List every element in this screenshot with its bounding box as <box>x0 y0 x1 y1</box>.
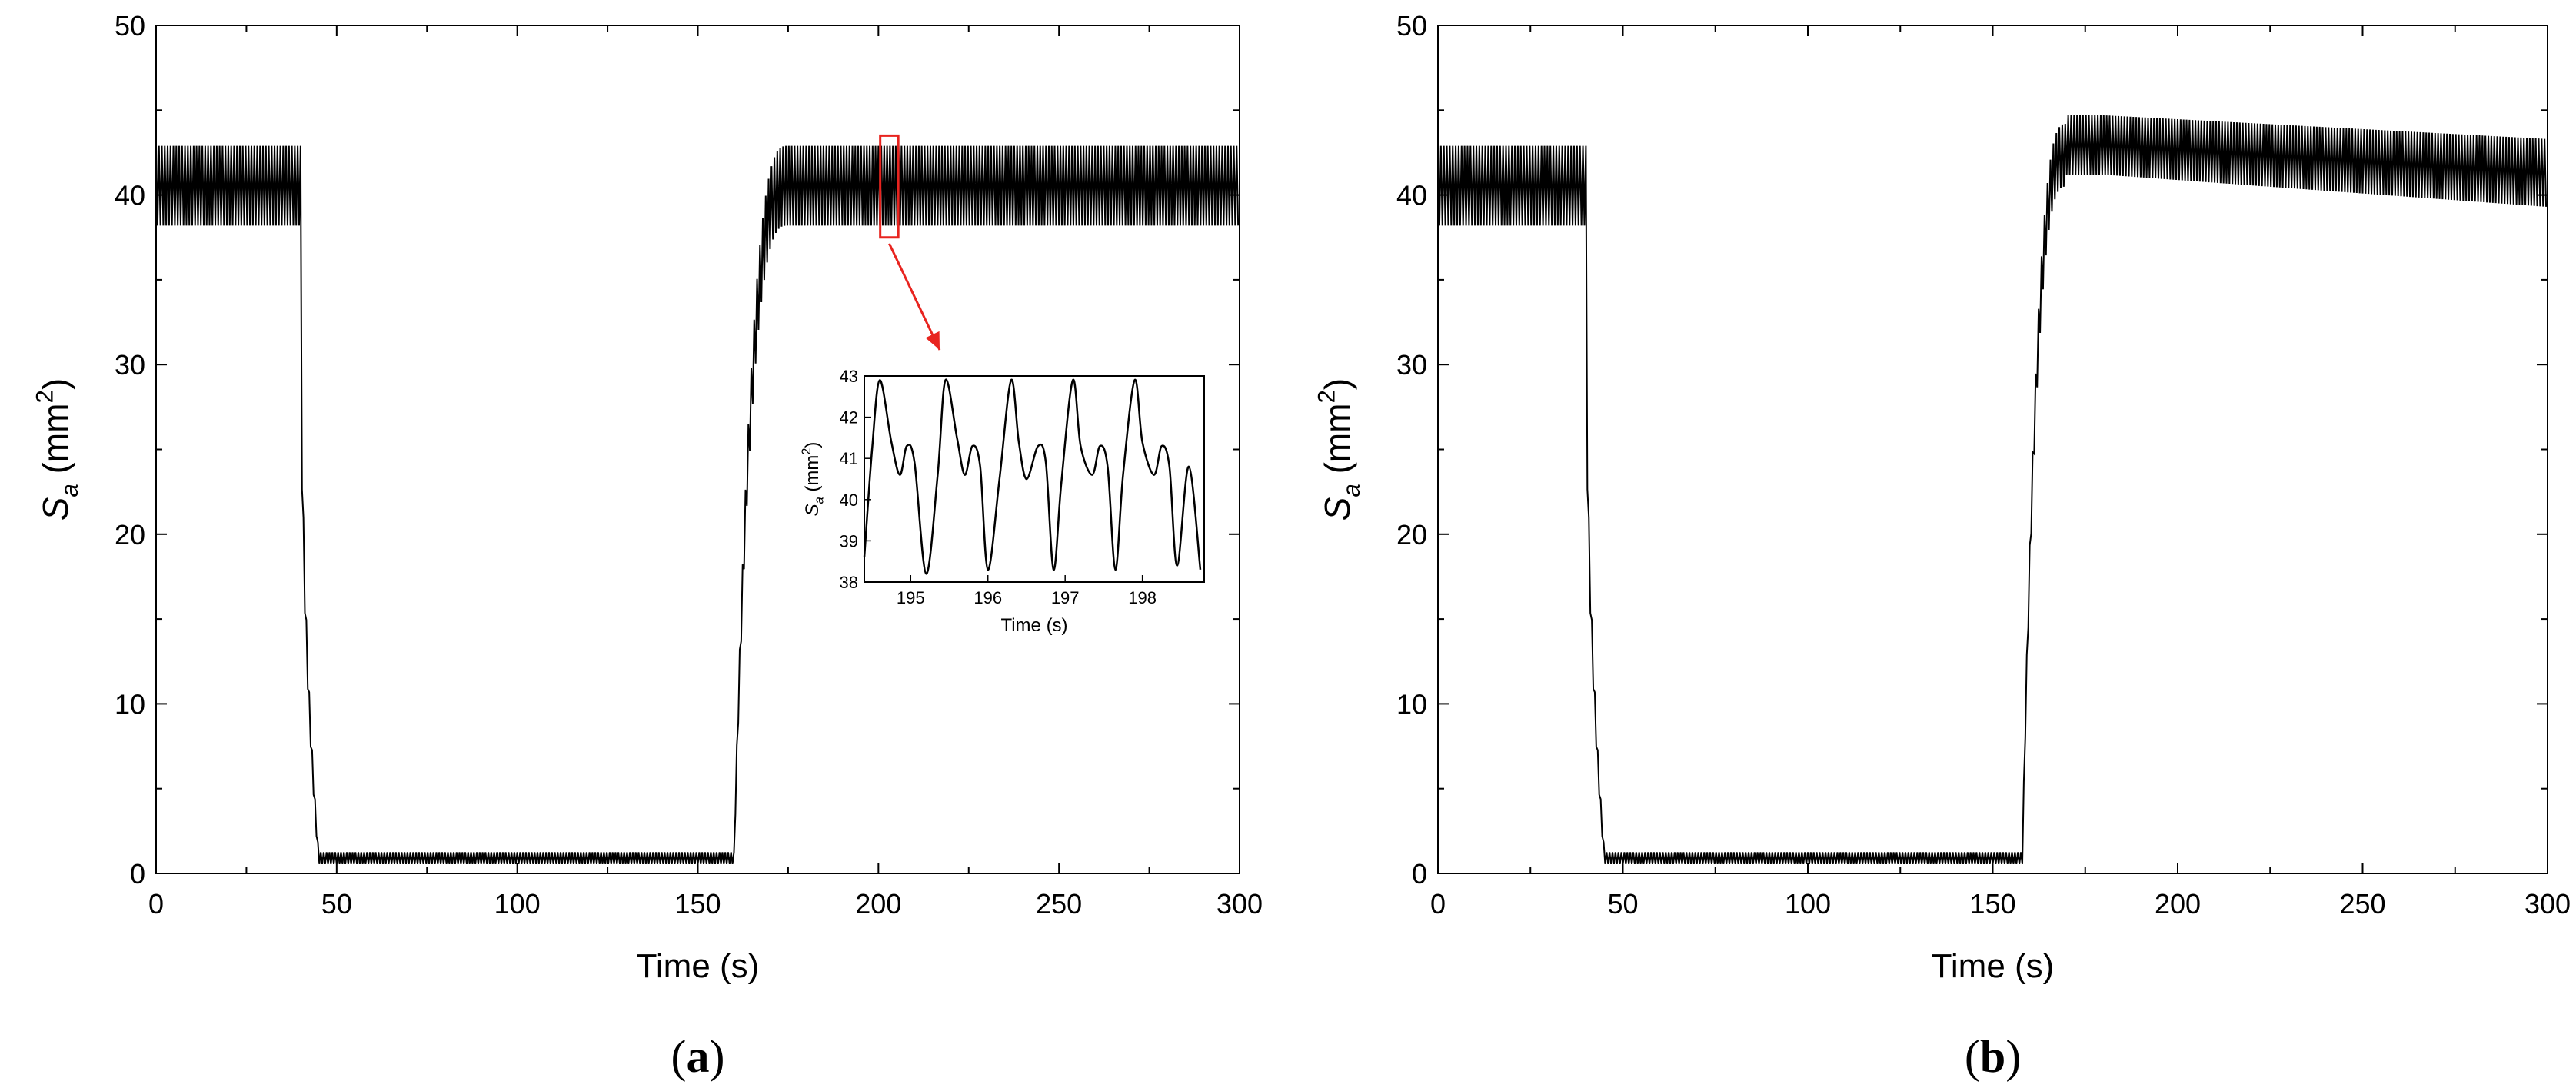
inset-series-line <box>863 378 1202 575</box>
inset-x-tick-label: 196 <box>973 588 1002 607</box>
chart-panel-a: 0 50 100 150 200 250 300 0 10 20 30 40 50 Time (s) Sa … <box>32 10 1263 1082</box>
x-tick-label: 50 <box>1607 888 1638 920</box>
x-tick-label: 100 <box>494 888 541 920</box>
inset-x-tick-label: 198 <box>1128 588 1157 607</box>
y-tick-label: 40 <box>115 180 145 211</box>
x-tick-label: 250 <box>1036 888 1082 920</box>
chart-panel-b: 0 50 100 150 200 250 300 0 10 20 30 40 50 Time (s) Sa … <box>1313 10 2571 1082</box>
x-tick-label: 0 <box>1430 888 1446 920</box>
panel-label: (b) <box>1965 1031 2021 1082</box>
inset-x-axis-label: Time (s) <box>1000 615 1067 636</box>
x-tick-label: 100 <box>1785 888 1831 920</box>
arrow-line <box>888 243 941 351</box>
x-tick-label: 200 <box>2155 888 2201 920</box>
x-tick-label: 200 <box>855 888 901 920</box>
inset-y-tick-label: 38 <box>840 573 858 592</box>
y-tick-label: 0 <box>1412 858 1427 890</box>
x-tick-label: 50 <box>321 888 352 920</box>
inset-y-tick-label: 41 <box>840 449 858 468</box>
y-axis-label: Sa (mm2) <box>1313 378 1365 521</box>
inset-y-axis-label: Sa (mm2) <box>800 442 827 517</box>
inset-y-tick-label: 40 <box>840 491 858 510</box>
x-axis-label: Time (s) <box>1932 947 2055 985</box>
inset-x-tick-label: 197 <box>1051 588 1080 607</box>
x-tick-label: 150 <box>674 888 721 920</box>
y-tick-label: 30 <box>115 349 145 381</box>
y-tick-label: 10 <box>1396 688 1427 720</box>
inset-frame <box>864 375 1205 583</box>
y-tick-label: 50 <box>1396 10 1427 42</box>
y-tick-label: 0 <box>130 858 145 890</box>
x-tick-label: 250 <box>2339 888 2385 920</box>
y-tick-label: 40 <box>1396 180 1427 211</box>
highlight-box <box>879 134 900 239</box>
y-axis-label: Sa (mm2) <box>32 378 83 521</box>
y-tick-label: 50 <box>115 10 145 42</box>
y-tick-label: 10 <box>115 688 145 720</box>
x-tick-label: 300 <box>1216 888 1263 920</box>
inset-y-tick-label: 43 <box>840 367 858 386</box>
x-axis-label: Time (s) <box>637 947 760 985</box>
inset-y-tick-label: 39 <box>840 531 858 551</box>
x-tick-label: 150 <box>1969 888 2015 920</box>
inset-x-tick-label: 195 <box>897 588 925 607</box>
y-tick-label: 20 <box>115 519 145 551</box>
x-tick-label: 0 <box>148 888 164 920</box>
y-tick-label: 20 <box>1396 519 1427 551</box>
series-line <box>1437 115 2548 864</box>
x-tick-label: 300 <box>2524 888 2571 920</box>
inset-chart: 195 196 197 198 38 39 40 41 42 43 Time (s) Sa (mm2) <box>800 367 1205 636</box>
arrow-head <box>925 331 940 350</box>
series-line <box>155 145 1240 864</box>
y-tick-label: 30 <box>1396 349 1427 381</box>
panel-label: (a) <box>671 1031 725 1082</box>
inset-y-tick-label: 42 <box>840 408 858 428</box>
